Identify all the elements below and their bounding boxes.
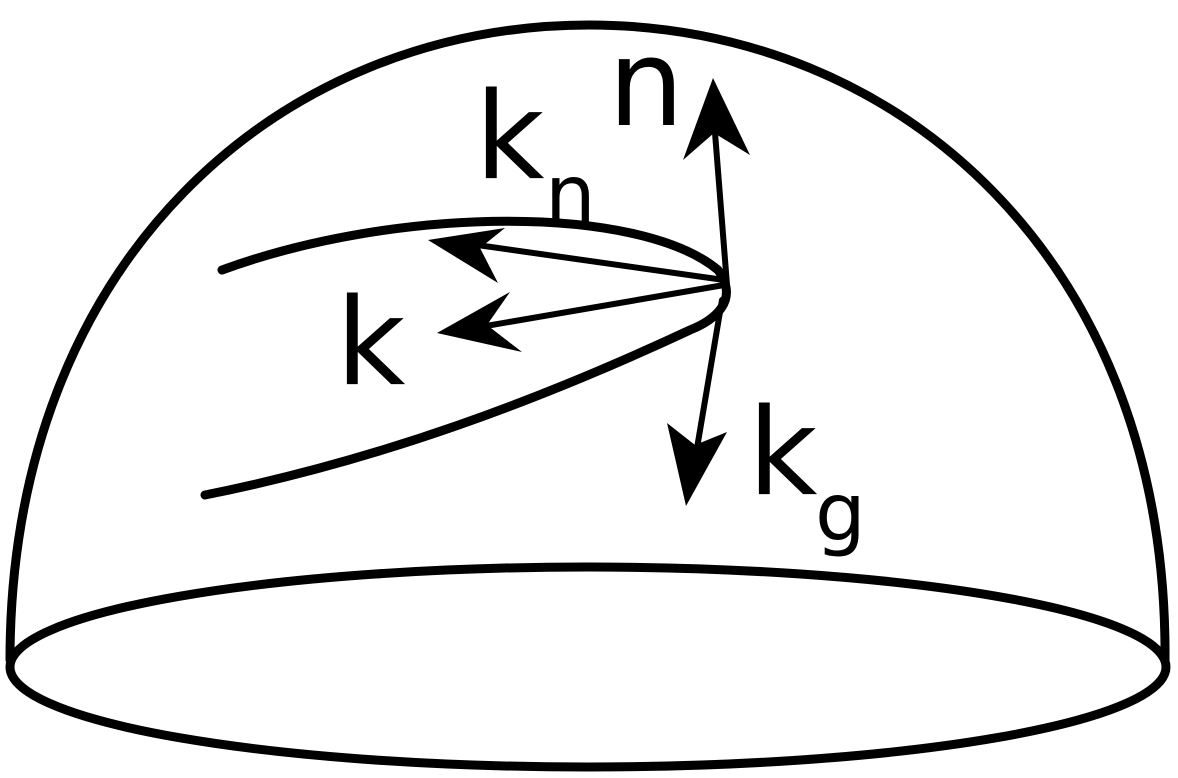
curvature-vector-arrowhead	[437, 292, 522, 352]
label-kn-base: k	[475, 68, 545, 207]
label-k: k	[336, 274, 406, 413]
label-kg-base: k	[748, 384, 818, 523]
normal-curvature-arrowhead	[428, 228, 505, 283]
geodesic-curvature-arrowhead	[667, 423, 727, 506]
hemisphere-base-ellipse	[5, 562, 1171, 772]
normal-curvature-vector-kn	[428, 228, 727, 283]
label-n: n	[608, 15, 684, 154]
geodesic-curvature-vector-kg	[667, 297, 727, 506]
curvature-vector-k	[437, 282, 727, 352]
hemisphere-dome-outline	[5, 20, 1170, 665]
normal-vector-n	[683, 78, 750, 288]
label-kn-subscript: n	[545, 148, 596, 241]
label-kg-subscript: g	[815, 466, 866, 559]
normal-vector-arrowhead	[683, 78, 750, 160]
